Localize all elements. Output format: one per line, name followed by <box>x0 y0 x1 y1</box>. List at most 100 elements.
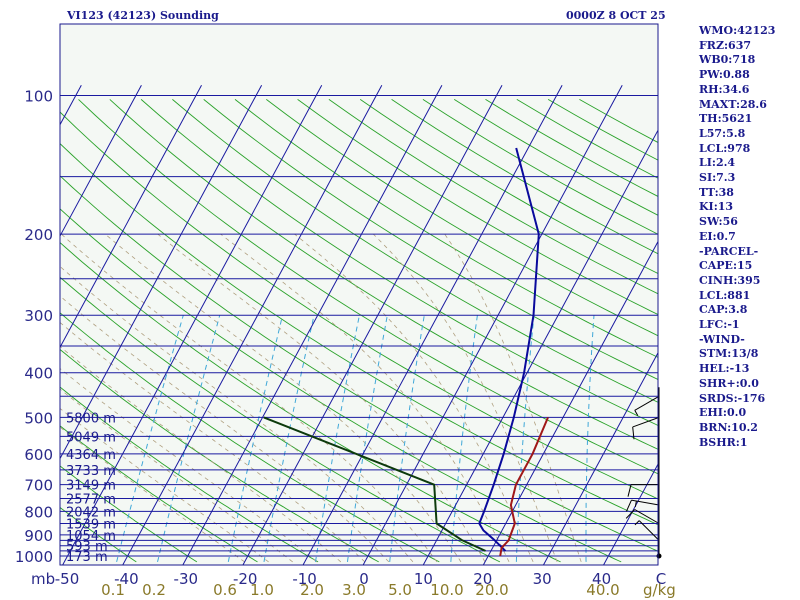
chart-series <box>263 147 549 557</box>
index-item: LCL:881 <box>699 288 751 302</box>
isotherm <box>242 84 503 565</box>
dry-adiabat <box>60 386 319 563</box>
isotherm <box>60 84 142 238</box>
height-label: 2042 m <box>66 505 116 520</box>
dry-adiabat <box>60 111 658 500</box>
wind-barbs <box>625 387 662 559</box>
wind-barb-half <box>634 410 639 416</box>
wind-barb-half <box>634 520 640 526</box>
wind-barb-shaft <box>634 509 660 524</box>
height-label: 3149 m <box>66 479 116 494</box>
temperature-tick-label: -30 <box>174 570 199 588</box>
isotherm <box>422 129 658 565</box>
sounding-title: VI123 (42123) Sounding <box>67 9 219 22</box>
chart-grid <box>60 84 658 565</box>
pressure-tick-label: 200 <box>24 226 53 244</box>
mixing-ratio-label: 0.1 <box>101 581 125 599</box>
height-label: 5800 m <box>66 411 116 426</box>
index-item: WB0:718 <box>699 53 756 67</box>
dewpoint-line <box>478 147 540 552</box>
parcel-line <box>263 416 486 552</box>
pressure-tick-label: 700 <box>24 477 53 495</box>
index-item: RH:34.6 <box>699 82 750 96</box>
mixing-ratio-label: 5.0 <box>388 581 412 599</box>
index-item: EHI:0.0 <box>699 406 747 420</box>
mixing-ratio-line <box>347 315 388 562</box>
wind-barb-half <box>634 500 637 508</box>
temperature-tick-label: -20 <box>233 570 258 588</box>
height-label: 173 m <box>66 550 108 565</box>
moist-adiabat <box>60 407 269 563</box>
dry-adiabat <box>60 348 379 563</box>
height-label: 593 m <box>66 540 108 555</box>
temperature-tick-label: -10 <box>292 570 317 588</box>
dry-adiabat <box>172 99 658 403</box>
wind-barb-full <box>625 509 636 519</box>
dry-adiabat <box>109 99 658 450</box>
dry-adiabat <box>328 99 658 295</box>
isotherm <box>602 463 658 565</box>
mixing-ratio-line <box>389 315 425 562</box>
plot-frame <box>59 23 659 566</box>
isotherm <box>302 84 563 565</box>
index-parcel-heading: -PARCEL- <box>699 244 759 258</box>
dry-adiabat <box>60 465 198 563</box>
index-wind-heading: -WIND- <box>699 332 745 346</box>
mixing-ratio-label: 1.0 <box>250 581 274 599</box>
mixing-ratio-line <box>263 315 315 562</box>
temperature-tick-label: C <box>656 570 666 588</box>
index-item: LI:2.4 <box>699 156 736 170</box>
pressure-tick-label: 300 <box>24 307 53 325</box>
index-item: SRDS:-176 <box>699 391 766 405</box>
moist-adiabat <box>157 233 486 563</box>
index-item: WMO:42123 <box>699 24 776 37</box>
pressure-unit-label: mb <box>31 570 55 588</box>
index-item: BRN:10.2 <box>699 420 758 434</box>
index-item: LCL:978 <box>699 141 751 155</box>
index-item: LFC:-1 <box>699 318 740 332</box>
height-label: 1054 m <box>66 529 116 544</box>
dry-adiabat <box>60 425 258 563</box>
index-item: SHR+:0.0 <box>699 376 759 390</box>
mixing-ratio-line <box>116 315 184 563</box>
dry-adiabat <box>266 99 658 337</box>
moist-adiabat <box>60 265 414 563</box>
index-item: CINH:395 <box>699 273 761 287</box>
dry-adiabat <box>60 312 440 563</box>
height-label: 1539 m <box>66 517 116 532</box>
pressure-tick-label: 400 <box>24 365 53 383</box>
index-item: MAXT:28.6 <box>699 97 767 111</box>
moist-adiabat <box>60 345 342 563</box>
mixing-ratio-label: 10.0 <box>430 581 463 599</box>
height-label: 3733 m <box>66 464 116 479</box>
index-item: L57:5.8 <box>699 126 746 140</box>
plot-background <box>60 24 658 565</box>
pressure-tick-label: 600 <box>24 446 53 464</box>
mixing-ratio-unit-label: g/kg <box>643 581 676 599</box>
index-item: SI:7.3 <box>699 171 736 185</box>
pressure-tick-label: 1000 <box>15 548 53 566</box>
dry-adiabat <box>297 99 658 316</box>
temperature-tick-label: 0 <box>359 570 369 588</box>
dry-adiabat <box>60 208 622 563</box>
index-item: FRZ:637 <box>699 38 752 52</box>
moist-adiabat <box>104 233 462 563</box>
wind-barb-full <box>627 484 632 497</box>
index-item: BSHR:1 <box>699 435 748 449</box>
index-item: PW:0.88 <box>699 68 750 82</box>
dry-adiabat <box>60 506 137 563</box>
index-item: STM:13/8 <box>699 347 759 361</box>
isotherm <box>60 84 202 349</box>
mixing-ratio-label: 2.0 <box>300 581 324 599</box>
isotherm <box>482 240 658 565</box>
temperature-tick-label: 10 <box>414 570 433 588</box>
height-label: 4364 m <box>66 448 116 463</box>
index-item: TH:5621 <box>699 112 753 126</box>
moist-adiabat <box>294 233 534 563</box>
mixing-ratio-label: 20.0 <box>475 581 508 599</box>
dry-adiabat <box>60 276 501 563</box>
mixing-ratio-line <box>157 315 221 563</box>
wind-barb-shaft <box>632 416 660 428</box>
